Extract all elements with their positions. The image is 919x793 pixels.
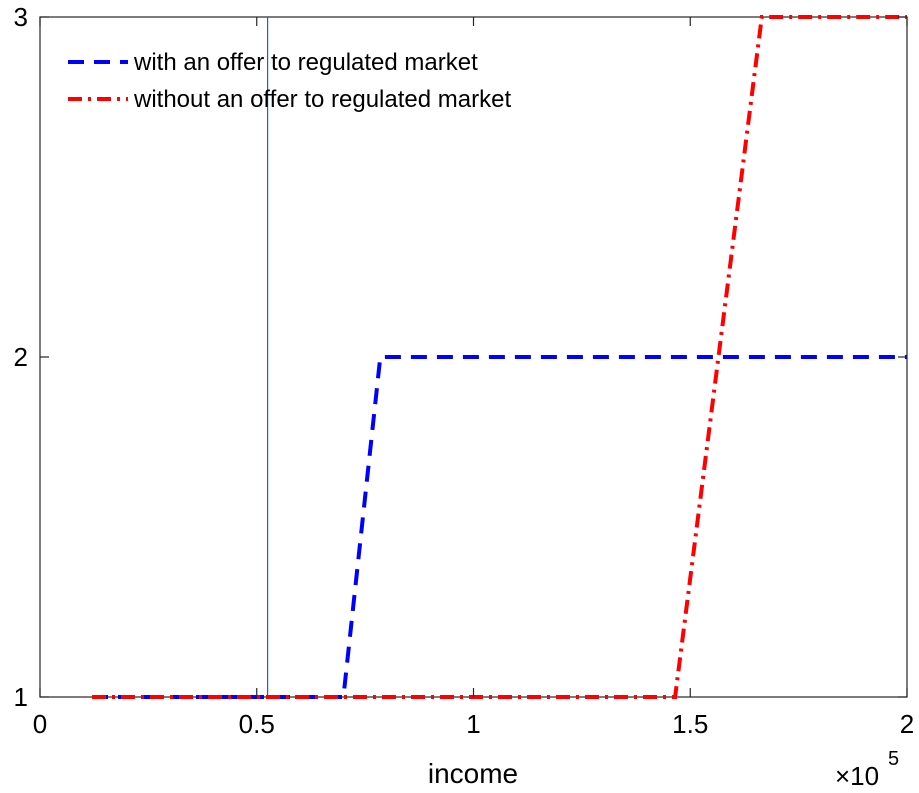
x-multiplier-exponent: 5 [888, 748, 899, 770]
y-tick-label: 3 [14, 2, 28, 32]
x-tick-label: 0 [33, 709, 47, 739]
x-tick-label: 1.5 [672, 709, 708, 739]
x-tick-label: 0.5 [239, 709, 275, 739]
x-multiplier-base: ×10 [835, 761, 879, 791]
legend: with an offer to regulated market without… [68, 49, 511, 113]
y-tick-label: 2 [14, 342, 28, 372]
x-tick-label: 1 [466, 709, 480, 739]
series-line-1 [92, 355, 907, 699]
y-tick-label: 1 [14, 682, 28, 712]
series-line-2 [92, 15, 907, 699]
legend-label-1: with an offer to regulated market [133, 49, 478, 76]
legend-label-2: without an offer to regulated market [133, 86, 511, 113]
x-axis-label: income [428, 758, 518, 789]
x-axis-multiplier: ×10 5 [835, 748, 899, 791]
x-tick-label: 2 [900, 709, 914, 739]
